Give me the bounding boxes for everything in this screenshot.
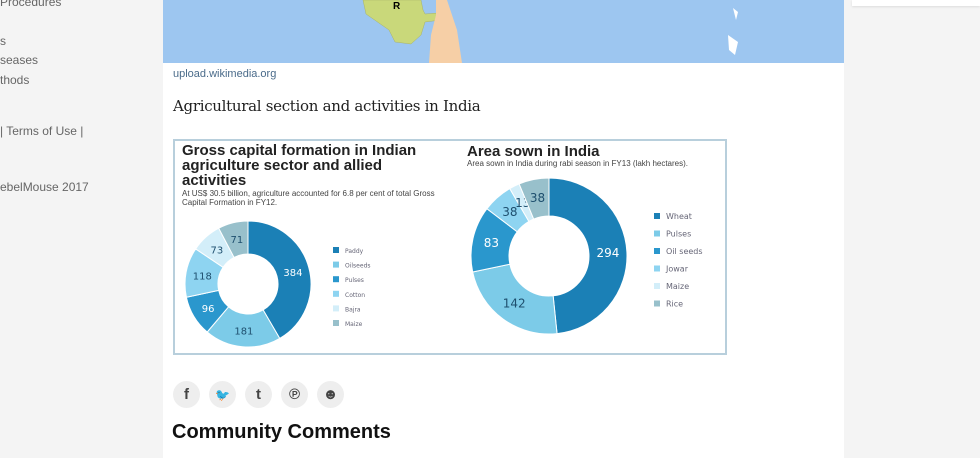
legend-label: Rice — [666, 300, 683, 309]
image-caption: Agricultural section and activities in I… — [173, 97, 481, 115]
legend-swatch — [654, 265, 660, 272]
sidebar-link[interactable]: thods — [0, 73, 30, 87]
share-bar: f 🐦 t ℗ ☻ — [173, 381, 344, 408]
data-label: 71 — [231, 235, 244, 246]
sidebar-link[interactable]: Procedures — [0, 0, 62, 9]
sidebar: Procedures s seases thods | Terms of Use… — [0, 0, 163, 458]
map-label: R — [393, 1, 401, 12]
data-label: 294 — [596, 246, 619, 260]
data-label: 38 — [530, 191, 545, 205]
data-label: 73 — [211, 245, 224, 256]
right-rail — [844, 0, 980, 458]
legend-swatch — [654, 213, 660, 219]
reddit-icon[interactable]: ☻ — [317, 381, 344, 408]
data-label: 38 — [502, 205, 517, 219]
article: R upload.wikimedia.org Agricultural sect… — [163, 0, 844, 458]
legend-label: Oilseeds — [345, 263, 371, 270]
legend-swatch — [333, 305, 339, 312]
donut-charts: 384 Paddy 181 Oilseeds 96 Pulses 118 Cotton 73 Ba… — [184, 177, 703, 348]
legend-label: Bajra — [345, 306, 361, 313]
copyright-text: ebelMouse 2017 — [0, 180, 89, 194]
data-label: 118 — [193, 271, 212, 282]
legend-swatch — [333, 261, 339, 268]
data-label: 181 — [234, 326, 253, 337]
legend-label: Maize — [345, 321, 363, 328]
donut-slice — [247, 220, 312, 340]
chart-title: Gross capital formation in Indian agricu… — [182, 142, 417, 189]
legend-label: Cotton — [345, 292, 365, 299]
donut-slice — [518, 177, 550, 220]
legend-label: Pulses — [345, 277, 364, 284]
legend-label: Pulses — [666, 230, 691, 239]
donut-slice — [218, 220, 249, 259]
chart-subtitle: Area sown in India during rabi season in… — [467, 159, 689, 168]
donut-slice — [548, 177, 628, 335]
twitter-icon[interactable]: 🐦 — [209, 381, 236, 408]
legend-label: Paddy — [345, 248, 364, 255]
legend-label: Jowar — [665, 265, 689, 274]
sidebar-link[interactable]: s — [0, 34, 6, 48]
legend-label: Oil seeds — [666, 247, 703, 256]
sidebar-link[interactable]: seases — [0, 53, 39, 67]
legend-swatch — [333, 290, 339, 297]
legend-swatch — [654, 283, 660, 289]
ad-box — [852, 0, 980, 6]
india-map-image: R — [163, 0, 844, 63]
image-source-link[interactable]: upload.wikimedia.org — [173, 68, 277, 80]
chart-title: Area sown in India — [467, 143, 600, 160]
legend-label: Maize — [666, 282, 689, 291]
comments-heading: Community Comments — [172, 421, 391, 443]
data-label: 83 — [484, 236, 499, 250]
terms-of-use-link[interactable]: | Terms of Use | — [0, 124, 84, 138]
chart-subtitle: At US$ 30.5 billion, agriculture account… — [182, 189, 435, 207]
data-label: 384 — [283, 268, 302, 279]
data-label: 142 — [503, 297, 526, 311]
legend-swatch — [333, 247, 339, 253]
legend-swatch — [333, 276, 339, 283]
data-label: 96 — [202, 304, 215, 315]
legend-swatch — [654, 230, 660, 237]
pinterest-icon[interactable]: ℗ — [281, 381, 308, 408]
legend-label: Wheat — [666, 212, 692, 221]
legend-swatch — [654, 300, 660, 307]
agriculture-infographic: 384 Paddy 181 Oilseeds 96 Pulses 118 Cotton 73 Ba… — [173, 139, 727, 355]
legend-swatch — [654, 248, 660, 254]
facebook-icon[interactable]: f — [173, 381, 200, 408]
tumblr-icon[interactable]: t — [245, 381, 272, 408]
legend-swatch — [333, 320, 339, 326]
